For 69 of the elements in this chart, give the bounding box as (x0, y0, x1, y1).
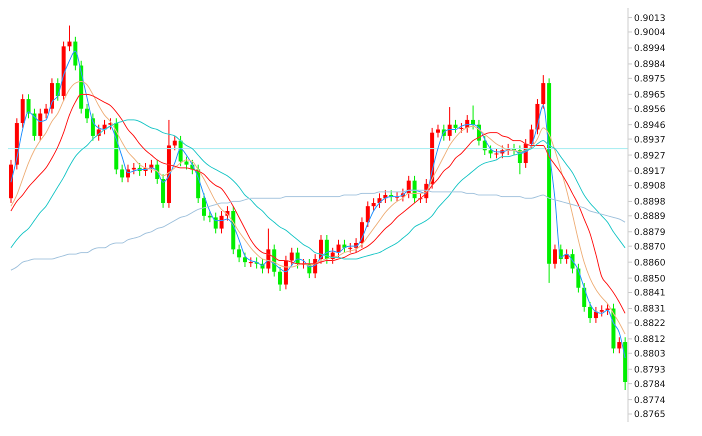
y-tick-label: 0.8870 (634, 242, 666, 252)
y-tick-label: 0.8965 (634, 90, 666, 101)
y-tick-label: 0.8774 (634, 396, 666, 406)
line-series (10, 119, 626, 260)
line-series (10, 50, 626, 359)
candlestick (85, 103, 90, 124)
candlestick (448, 106, 452, 142)
y-tick-label: 0.8975 (634, 74, 666, 85)
y-tick-label: 0.8898 (634, 198, 666, 208)
y-tick-label: 0.8917 (634, 167, 666, 178)
y-tick-label: 0.8841 (634, 288, 666, 299)
candlestick (348, 242, 352, 254)
candlestick (73, 36, 78, 71)
candlestick (588, 302, 592, 324)
candlestick (242, 252, 247, 268)
candlestick (161, 174, 166, 208)
y-tick-label: 0.8879 (634, 228, 666, 238)
candlestick (120, 164, 124, 183)
candlestick (541, 74, 546, 110)
y-tick-label: 0.8812 (634, 335, 666, 346)
y-tick-label: 0.8850 (634, 274, 666, 284)
y-tick-label: 0.8803 (634, 349, 666, 360)
candlestick (366, 200, 370, 228)
y-tick-label: 0.8793 (634, 365, 666, 376)
candlestick (594, 306, 598, 324)
candlestick (20, 94, 25, 128)
y-tick-label: 0.8860 (634, 258, 666, 268)
candlestick (248, 256, 253, 268)
y-tick-label: 0.9004 (634, 28, 666, 38)
candlestick (220, 210, 224, 234)
candlestick (342, 239, 346, 254)
candlestick (372, 198, 376, 212)
y-tick-label: 0.8908 (634, 182, 666, 192)
candlestick (32, 108, 36, 142)
y-tick-label: 0.8927 (634, 151, 666, 162)
candlestick (184, 156, 188, 170)
y-tick-label: 0.9013 (634, 14, 666, 24)
candlestick (202, 192, 206, 222)
candlestick (38, 108, 42, 142)
y-tick-label: 0.8937 (634, 135, 666, 146)
candlestick (459, 122, 464, 134)
y-tick-label: 0.8784 (634, 380, 666, 390)
candlestick (278, 266, 282, 292)
y-tick-label: 0.8994 (634, 44, 666, 54)
candlestick (172, 135, 177, 151)
candlestick (436, 124, 440, 138)
y-tick-label: 0.8822 (634, 319, 666, 330)
y-tick-label: 0.8946 (634, 120, 666, 131)
candlestick (290, 247, 294, 266)
y-tick-label: 0.8831 (634, 304, 666, 315)
candlestick (617, 336, 622, 354)
candlestick (600, 304, 604, 317)
candlestick (488, 144, 493, 159)
y-tick-label: 0.8765 (634, 410, 666, 420)
y-tick-label: 0.8889 (634, 212, 666, 222)
y-tick-label: 0.8984 (634, 60, 666, 70)
candlestick (454, 119, 458, 134)
candlestick (336, 239, 341, 258)
candlestick (530, 124, 534, 150)
candlestick (132, 162, 136, 175)
candlestick (67, 25, 72, 52)
candlestick (552, 244, 557, 270)
candlestick (582, 282, 586, 312)
candlestick (44, 103, 48, 119)
candlestick (237, 244, 242, 263)
candlestick (494, 148, 498, 159)
candlestick (149, 159, 154, 174)
y-tick-label: 0.8956 (634, 104, 666, 115)
candlestick (26, 94, 31, 119)
